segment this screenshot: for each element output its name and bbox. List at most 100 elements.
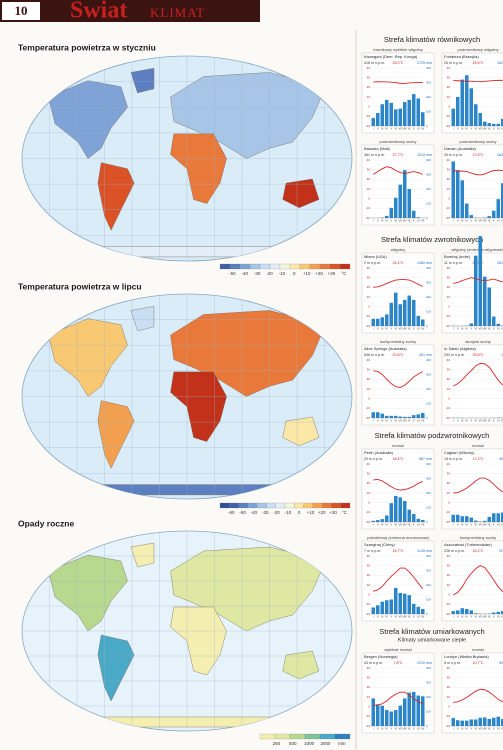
legend-swatch (303, 502, 313, 509)
precip-tick-label: 100 (426, 401, 431, 405)
month-label: X (493, 727, 495, 731)
month-label: XII (421, 419, 424, 423)
precip-bar (456, 720, 460, 726)
legend-label: -60 (228, 510, 235, 515)
station-elev: 18 m n.p.m. (444, 457, 463, 461)
month-label: XII (501, 523, 503, 527)
temp-tick-label: 40 (367, 266, 371, 270)
precip-bar (451, 161, 455, 218)
station-temp-mean: 25,8°C (472, 353, 483, 357)
month-label: IV (466, 523, 469, 527)
station-type: podrównikowy suchy (380, 139, 417, 144)
month-label: I (373, 219, 374, 223)
legend-swatch (259, 733, 276, 740)
month-label: IX (488, 419, 491, 423)
precip-bar (492, 123, 496, 126)
temp-tick-label: 30 (367, 75, 371, 79)
precip-tick-label: 0 (426, 216, 428, 220)
month-label: V (470, 327, 472, 331)
precip-bar (501, 611, 503, 614)
legend-label: +30 (328, 271, 336, 276)
temp-tick-label: 30 (447, 675, 451, 679)
station-precip-sum: 1817 mm (497, 261, 503, 265)
precip-bar (456, 170, 460, 218)
station-type: południowy (zmienna monsunowa) (367, 535, 429, 540)
legend-swatch (319, 263, 331, 270)
temp-line (373, 567, 424, 592)
month-label: XI (497, 219, 500, 223)
precip-bar (394, 415, 398, 418)
month-label: VI (395, 419, 398, 423)
month-label: VI (395, 127, 398, 131)
precip-tick-label: 400 (426, 554, 431, 558)
station-precip-sum: 1620 mm (497, 61, 503, 65)
legend-swatch (339, 263, 351, 270)
temp-tick-label: 20 (447, 285, 451, 289)
precip-bar (474, 719, 478, 726)
precip-tick-label: 200 (426, 387, 431, 391)
precip-bar (487, 216, 491, 218)
month-label: XI (497, 327, 500, 331)
month-label: IV (466, 615, 469, 619)
temp-tick-label: 10 (447, 387, 451, 391)
station-type: morski (472, 443, 484, 448)
month-label: VII (399, 727, 402, 731)
temp-tick-label: 0 (368, 396, 370, 400)
continent (97, 634, 135, 702)
month-label: V (470, 127, 472, 131)
temp-tick-label: -10 (366, 714, 371, 718)
precip-bar (416, 518, 420, 522)
station-name: Miami (USA) (364, 254, 387, 259)
precip-bar (394, 197, 398, 218)
month-label: XI (497, 727, 500, 731)
month-label: XI (417, 219, 420, 223)
station-name: In Salah (Algieria) (444, 346, 476, 351)
precip-bar (403, 500, 407, 522)
precip-bar (403, 593, 407, 614)
precip-bar (407, 595, 411, 614)
temp-tick-label: -10 (366, 406, 371, 410)
temp-tick-label: 20 (447, 85, 451, 89)
month-label: II (377, 727, 379, 731)
month-label: VIII (403, 219, 407, 223)
temp-tick-label: 30 (447, 563, 451, 567)
precip-tick-label: 400 (426, 158, 431, 162)
precip-bar (371, 412, 375, 418)
precip-bar (416, 695, 420, 726)
precip-bar (371, 520, 375, 522)
precip-bar (380, 601, 384, 614)
month-label: VIII (483, 327, 487, 331)
precip-bar (487, 718, 491, 726)
precip-bar (451, 718, 455, 726)
continent (282, 178, 320, 208)
temp-line (453, 169, 503, 176)
temp-tick-label: -20 (446, 724, 451, 728)
temp-tick-label: 40 (447, 158, 451, 162)
precip-bar (385, 600, 389, 614)
zone-title: Strefa klimatów równikowych (384, 35, 480, 44)
station-name: Cagliari (Włochy) (444, 450, 475, 455)
temp-tick-label: 40 (447, 266, 451, 270)
month-label: V (390, 127, 392, 131)
precip-bar (407, 189, 411, 218)
month-label: VII (399, 327, 402, 331)
precip-bar (376, 412, 380, 418)
precip-bar (474, 613, 478, 614)
precip-bar (492, 513, 496, 522)
station-name: Bergen (Norwegia) (364, 654, 398, 659)
month-label: IV (386, 727, 389, 731)
month-label: IV (466, 419, 469, 423)
temp-tick-label: 10 (367, 95, 371, 99)
month-label: VIII (403, 615, 407, 619)
month-label: VI (475, 327, 478, 331)
station-temp-mean: 10,7°C (472, 661, 483, 665)
precip-bar (380, 317, 384, 326)
station-elev: 226 m n.p.m. (444, 549, 465, 553)
station-type: kontynentalny suchy (380, 339, 416, 344)
temp-tick-label: 30 (447, 167, 451, 171)
precip-bar (403, 698, 407, 726)
legend-label: +20 (315, 271, 323, 276)
month-label: IX (488, 727, 491, 731)
month-label: XI (497, 419, 500, 423)
temp-tick-label: 0 (448, 704, 450, 708)
